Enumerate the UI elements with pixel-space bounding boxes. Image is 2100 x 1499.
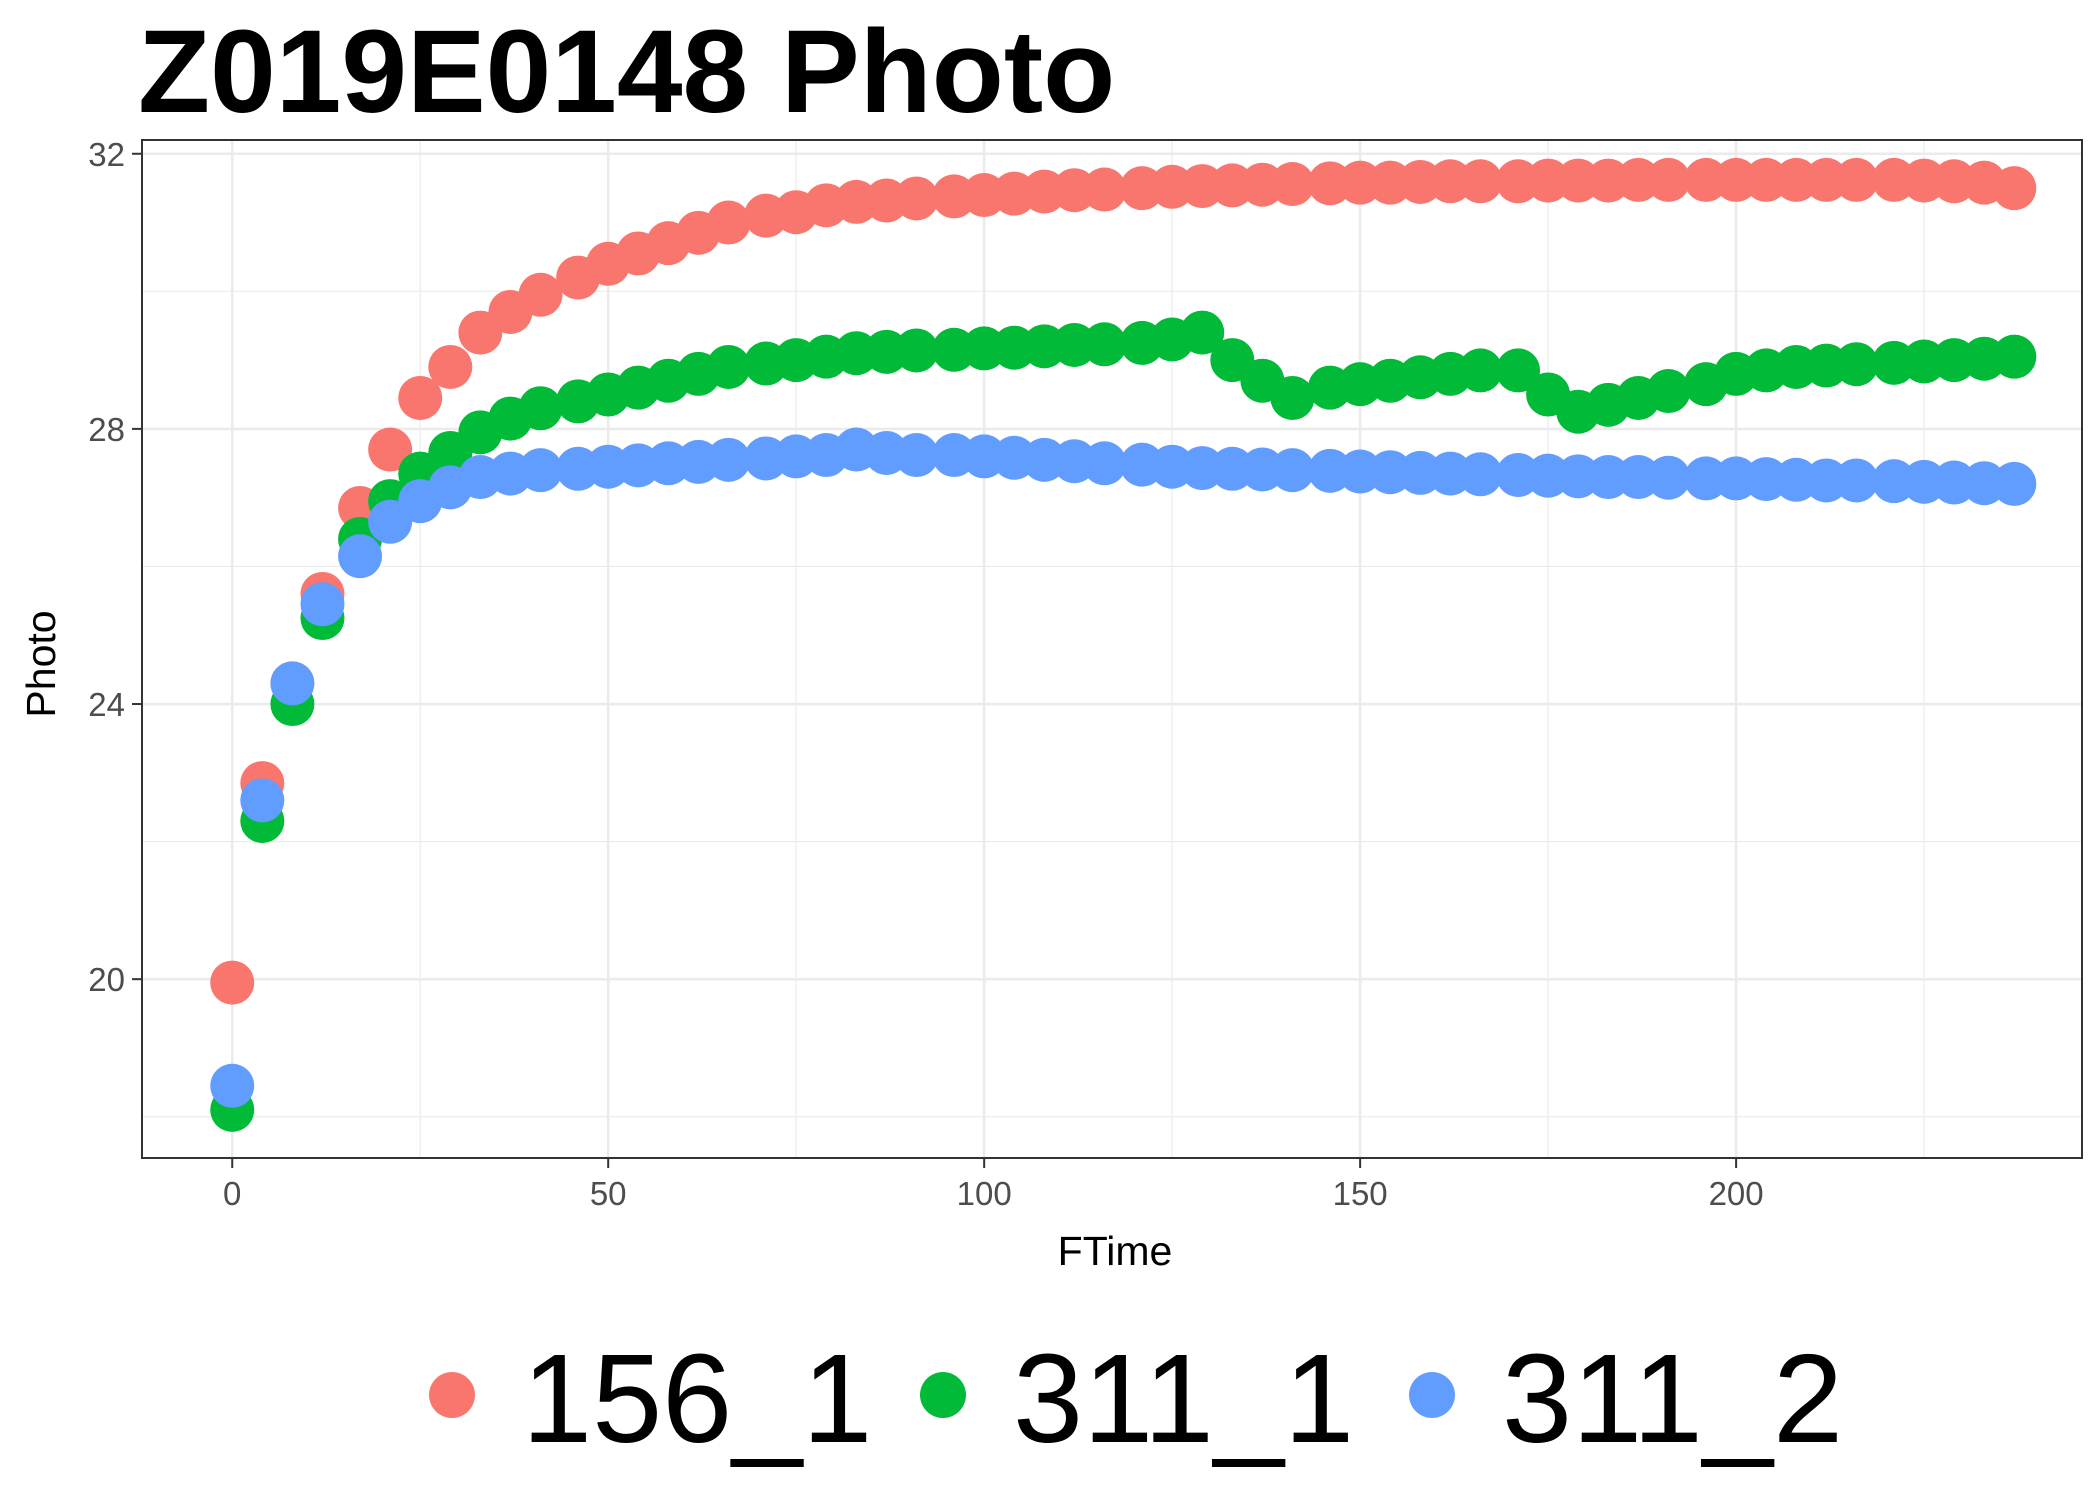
data-point [1526,158,1571,203]
x-tick-label: 100 [957,1175,1012,1212]
legend-label-156-1: 156_1 [522,1328,872,1469]
data-point [428,344,473,389]
data-point [1992,334,2037,379]
data-point [1586,455,1631,500]
y-tick-label: 24 [88,686,125,723]
chart-title: Z019E0148 Photo [138,6,1115,138]
data-point [1834,342,1879,387]
data-point [1992,461,2037,506]
data-point [210,960,255,1005]
data-point [1646,455,1691,500]
data-point [518,386,563,431]
grid-major [142,140,2082,1158]
y-tick-label: 28 [88,411,125,448]
x-tick-label: 0 [223,1175,241,1212]
data-point [1082,167,1127,212]
data-point [1804,458,1849,503]
data-point [1458,348,1503,393]
data-point [1082,441,1127,486]
data-point [1338,160,1383,205]
data-point [1834,458,1879,503]
data-point [706,200,751,245]
data-point [1992,166,2037,211]
legend-label-311-2: 311_2 [1502,1328,1843,1469]
data-point [518,448,563,493]
x-tick-label: 50 [590,1175,627,1212]
data-point [1458,452,1503,497]
data-point [1834,157,1879,202]
legend: 156_1 311_1 311_2 [429,1328,1843,1469]
data-point [518,272,563,317]
legend-label-311-1: 311_1 [1013,1328,1354,1469]
data-point [1556,158,1601,203]
data-point [894,176,939,221]
grid-minor [142,140,2082,1158]
data-point [1616,157,1661,202]
panel-border [141,139,2083,1159]
data-point [1646,369,1691,414]
x-tick-label: 200 [1709,1175,1764,1212]
data-point [1458,159,1503,204]
data-point [1774,157,1819,202]
series-311-2 [210,427,2037,1108]
data-point [1496,348,1541,393]
y-axis-title: Photo [18,610,64,717]
x-axis: 0 50 100 150 200 [223,1158,1764,1212]
panel-background [142,140,2082,1158]
data-point [300,582,345,627]
data-point [1270,162,1315,207]
plot-panel [141,139,2083,1159]
data-point [240,778,285,823]
data-point [1804,157,1849,202]
legend-key-311-2 [1409,1372,1455,1418]
data-point [1714,157,1759,202]
data-point [338,534,383,579]
data-point [210,1063,255,1108]
data-point [398,375,443,420]
y-tick-label: 20 [88,961,125,998]
data-point [368,427,413,472]
data-point [1684,157,1729,202]
x-tick-label: 150 [1333,1175,1388,1212]
data-point [1082,322,1127,367]
y-axis: 20 24 28 32 [88,136,142,998]
legend-key-311-1 [920,1372,966,1418]
legend-key-156-1 [429,1372,475,1418]
data-point [1270,448,1315,493]
data-point [1744,157,1789,202]
data-point [894,433,939,478]
data-point [706,344,751,389]
data-point [270,661,315,706]
data-point [1428,159,1473,204]
data-points [210,157,2037,1132]
data-point [1180,310,1225,355]
data-point [1646,157,1691,202]
data-point [894,328,939,373]
x-axis-title: FTime [1058,1228,1173,1274]
data-point [1270,375,1315,420]
data-point [1684,456,1729,501]
data-point [706,437,751,482]
y-tick-label: 32 [88,136,125,173]
